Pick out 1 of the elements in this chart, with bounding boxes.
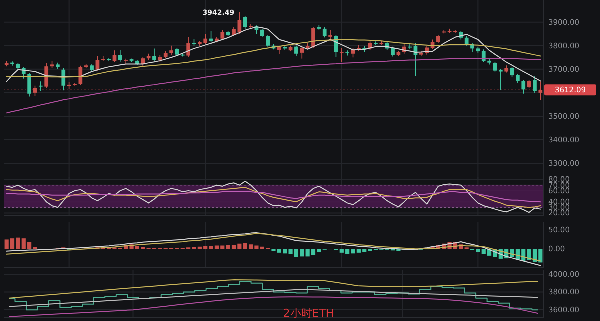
text: 2小时ETH [283,307,334,320]
